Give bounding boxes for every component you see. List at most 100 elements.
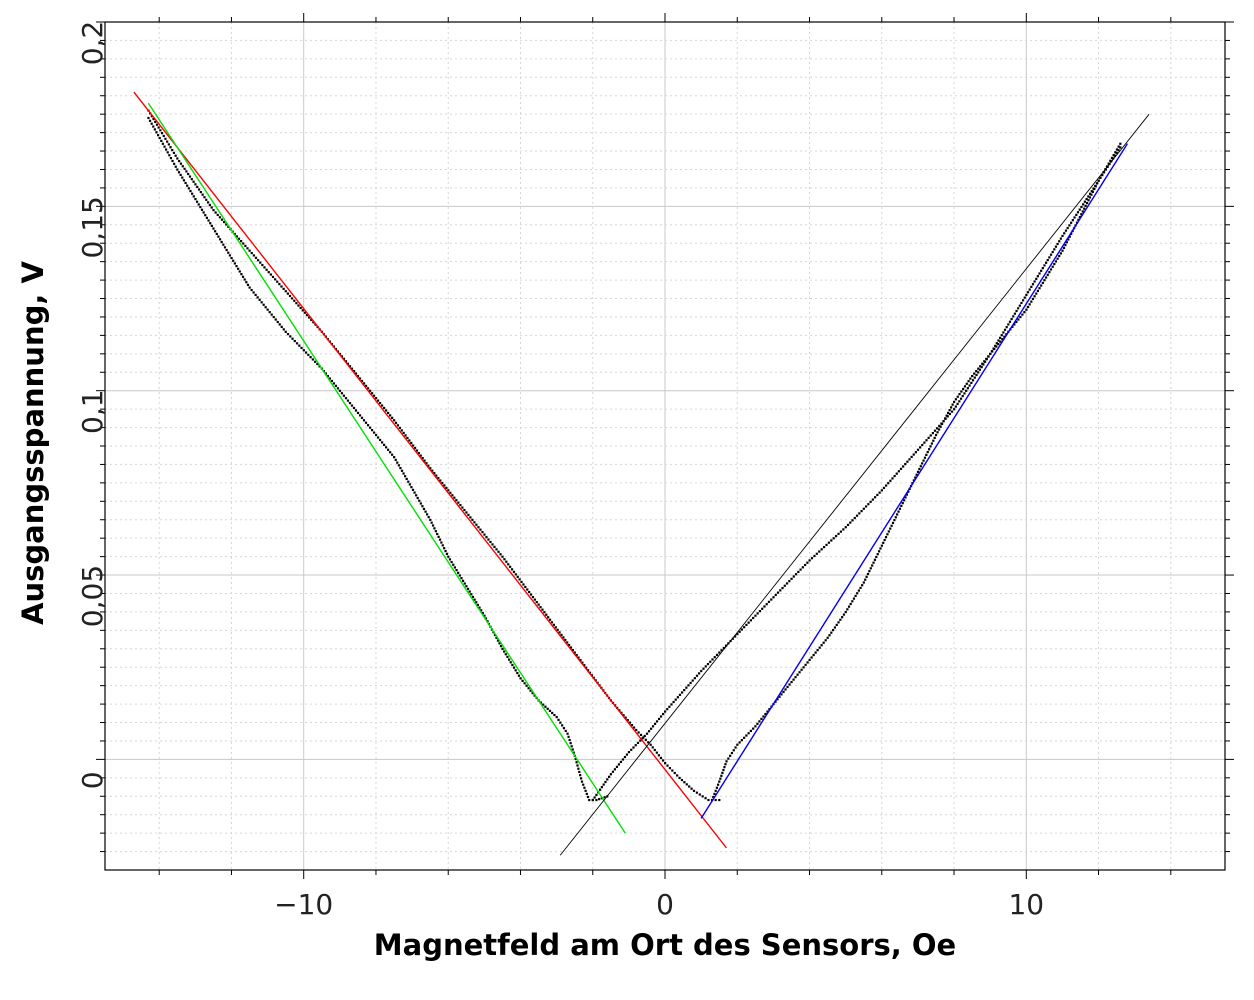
data-point <box>200 208 204 211</box>
data-point <box>921 443 924 447</box>
data-point <box>1068 224 1071 227</box>
data-point <box>269 273 272 276</box>
data-point <box>858 512 861 515</box>
data-point <box>286 333 290 336</box>
data-point <box>562 636 565 639</box>
data-point <box>873 558 877 561</box>
data-point <box>904 463 907 466</box>
data-point <box>1075 213 1078 216</box>
data-point <box>869 500 872 503</box>
data-point <box>389 414 392 417</box>
data-point <box>512 570 516 573</box>
data-point <box>579 774 582 777</box>
data-point <box>1104 168 1107 171</box>
data-point <box>436 532 439 536</box>
data-point <box>997 342 1000 346</box>
data-point <box>820 548 823 551</box>
data-point <box>837 621 840 624</box>
data-point <box>250 288 253 292</box>
data-point <box>303 311 306 314</box>
data-point <box>975 373 978 377</box>
data-point <box>212 227 215 230</box>
data-point <box>334 384 338 387</box>
data-point <box>493 545 496 548</box>
data-point <box>252 291 255 294</box>
data-point <box>235 235 238 238</box>
data-point <box>1025 308 1028 311</box>
data-point <box>973 372 976 375</box>
data-point <box>183 167 186 170</box>
data-point <box>1008 320 1012 323</box>
data-point <box>954 398 958 401</box>
data-point <box>1043 264 1046 267</box>
data-point <box>465 511 468 514</box>
data-point <box>794 676 797 679</box>
data-point <box>580 777 583 780</box>
data-point <box>1017 307 1020 310</box>
data-point <box>364 421 368 424</box>
data-point <box>1038 287 1041 290</box>
data-point <box>691 679 694 682</box>
data-point <box>842 613 846 616</box>
data-point <box>441 544 444 547</box>
data-point <box>274 278 277 281</box>
data-point <box>233 262 236 265</box>
data-point <box>1015 309 1018 313</box>
data-point <box>203 196 206 199</box>
data-point <box>469 516 472 519</box>
data-point <box>1062 246 1066 249</box>
data-point <box>434 530 437 533</box>
data-point <box>445 486 448 489</box>
data-point <box>316 362 319 366</box>
data-point <box>866 572 870 576</box>
data-point <box>192 180 195 183</box>
data-point <box>953 400 956 403</box>
data-point <box>171 148 174 152</box>
data-point <box>1119 146 1122 149</box>
data-point <box>181 165 184 168</box>
data-point <box>950 410 954 413</box>
data-point <box>1031 297 1035 301</box>
data-point <box>709 660 712 663</box>
data-point <box>963 385 967 388</box>
data-point <box>380 404 384 407</box>
data-point <box>894 516 897 519</box>
data-point <box>879 547 882 550</box>
data-point <box>852 597 856 600</box>
data-point <box>408 439 411 442</box>
data-point <box>452 563 455 566</box>
data-point <box>387 448 390 451</box>
data-point <box>627 751 631 754</box>
data-point <box>1023 296 1026 299</box>
data-point <box>761 607 764 610</box>
data-point <box>674 698 677 701</box>
data-point <box>571 648 574 652</box>
data-point <box>210 224 213 227</box>
data-point <box>871 564 874 567</box>
data-point <box>278 282 281 286</box>
data-point <box>553 713 556 717</box>
data-point <box>889 527 892 530</box>
data-point <box>465 585 468 588</box>
data-point <box>517 674 521 677</box>
data-point <box>659 715 663 718</box>
data-point <box>241 275 245 278</box>
data-point <box>400 429 403 432</box>
data-point <box>340 392 344 395</box>
data-point <box>693 677 696 680</box>
data-point <box>727 757 730 760</box>
data-point <box>1083 200 1086 203</box>
data-point <box>905 493 908 496</box>
data-point <box>250 251 253 255</box>
data-point <box>506 655 509 659</box>
data-point <box>304 351 308 354</box>
data-point <box>714 789 717 792</box>
x-tick-label: 0 <box>656 888 674 921</box>
data-point <box>991 350 994 353</box>
data-point <box>179 162 183 165</box>
data-point <box>790 577 793 580</box>
data-point <box>655 720 659 723</box>
data-point <box>489 540 492 544</box>
data-point <box>754 725 757 728</box>
